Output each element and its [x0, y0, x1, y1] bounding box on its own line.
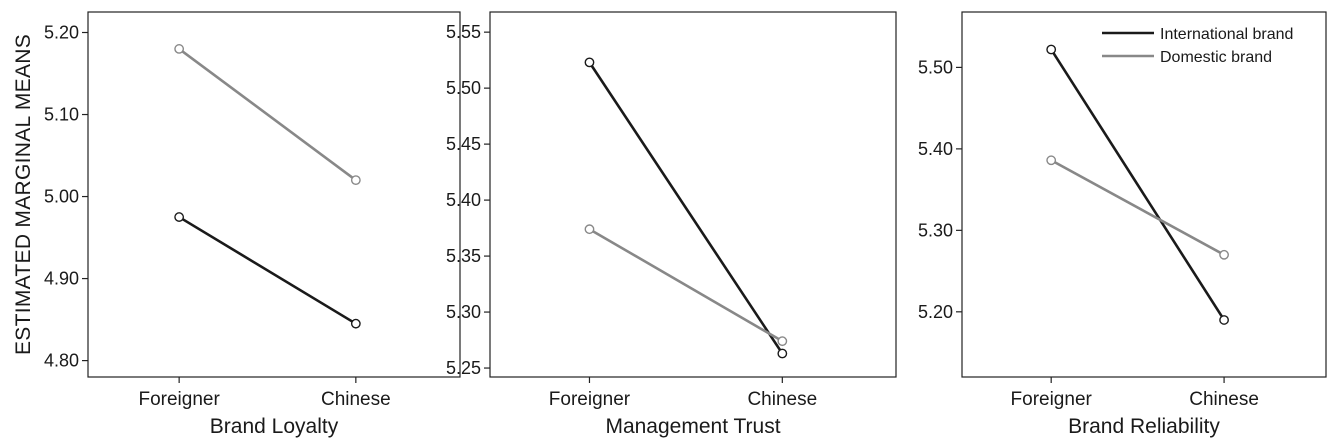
- x-tick-label: Chinese: [747, 389, 817, 410]
- y-tick-label: 4.80: [44, 351, 79, 371]
- y-tick-label: 5.40: [918, 139, 953, 159]
- y-tick-label: 5.30: [446, 302, 481, 322]
- data-point: [584, 57, 595, 68]
- data-point: [1219, 315, 1229, 325]
- data-point: [1046, 44, 1057, 55]
- y-axis-label: ESTIMATED MARGINAL MEANS: [12, 34, 35, 355]
- legend: International brand Domestic brand: [1102, 26, 1293, 66]
- plot-frame: [961, 11, 1327, 378]
- x-axis-label: Brand Reliability: [1068, 415, 1220, 438]
- x-tick-label: Chinese: [321, 389, 391, 410]
- series-line-domestic: [1050, 159, 1225, 256]
- series-line-international: [1050, 48, 1226, 321]
- legend-label: Domestic brand: [1160, 49, 1272, 66]
- x-axis-label: Management Trust: [605, 415, 780, 438]
- y-tick-label: 5.50: [918, 57, 953, 77]
- data-point: [174, 44, 185, 54]
- data-point: [777, 348, 788, 359]
- data-point: [350, 175, 361, 186]
- data-point: [350, 318, 361, 329]
- y-tick-label: 5.00: [44, 187, 79, 207]
- y-tick-label: 5.20: [44, 23, 79, 43]
- data-point: [777, 336, 788, 347]
- y-tick-label: 5.25: [446, 358, 481, 378]
- legend-label: International brand: [1160, 26, 1293, 43]
- data-point: [174, 212, 185, 222]
- y-tick-label: 5.45: [446, 134, 481, 154]
- y-tick-label: 5.35: [446, 246, 481, 266]
- series-line-international: [588, 61, 784, 355]
- data-point: [584, 224, 595, 235]
- x-tick-label: Foreigner: [549, 389, 631, 410]
- series-line-international: [178, 215, 357, 325]
- x-tick-label: Foreigner: [138, 389, 220, 410]
- x-tick-label: Chinese: [1189, 389, 1259, 410]
- y-tick-label: 5.40: [446, 190, 481, 210]
- data-point: [1046, 155, 1057, 166]
- chart-panel-1: 4.80 4.90 5.00 5.10 5.20 Foreigner Chinese Bran…: [44, 11, 461, 438]
- x-tick-label: Foreigner: [1011, 389, 1093, 410]
- data-point: [1219, 249, 1229, 260]
- chart-panel-3: 5.20 5.30 5.40 5.50 Foreigner Chinese Brand Re…: [918, 11, 1327, 438]
- plot-frame: [489, 11, 897, 378]
- y-tick-label: 5.20: [918, 302, 953, 322]
- y-tick-label: 5.10: [44, 105, 79, 125]
- x-axis-label: Brand Loyalty: [210, 415, 339, 438]
- y-tick-label: 5.55: [446, 22, 481, 42]
- plot-frame: [87, 11, 461, 378]
- chart-panel-2: 5.25 5.30 5.35 5.40 5.45 5.50 5.55 Foreigner Chi…: [446, 11, 897, 438]
- series-line-domestic: [588, 228, 783, 343]
- y-tick-label: 5.30: [918, 220, 953, 240]
- y-tick-label: 4.90: [44, 269, 79, 289]
- series-line-domestic: [178, 47, 357, 182]
- y-tick-label: 5.50: [446, 78, 481, 98]
